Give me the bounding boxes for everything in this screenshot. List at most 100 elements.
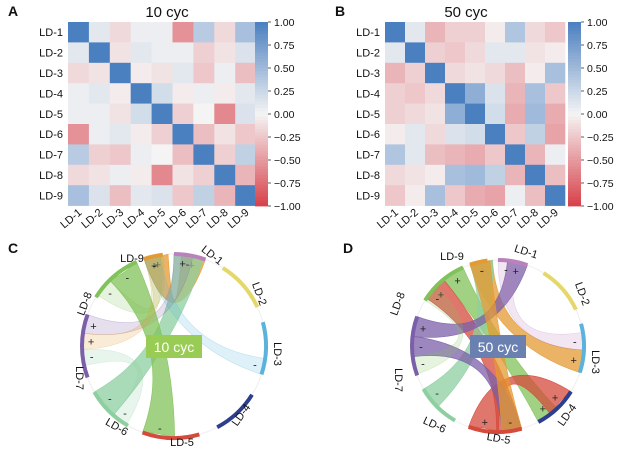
heatmap-10-cell (68, 103, 90, 125)
colorbar-50-tick-label: 1.00 (587, 17, 608, 29)
heatmap-50-cell (525, 144, 546, 166)
heatmap-10-cell (151, 62, 173, 84)
colorbar-10-band (255, 34, 268, 38)
chord-10-sign: - (152, 260, 156, 272)
panel-b-label: B (335, 3, 345, 19)
heatmap-50-cell (405, 124, 426, 145)
panel-b: B 50 cyc LD-1LD-1LD-2LD-2LD-3LD-3LD-4LD-… (335, 3, 614, 231)
colorbar-50-tick-label: 0.00 (587, 109, 608, 121)
colorbar-50-band (568, 22, 581, 26)
colorbar-10-tick-label: −0.25 (274, 132, 301, 144)
colorbar-10-band (255, 175, 268, 179)
colorbar-50-band (568, 83, 581, 87)
heatmap-10-cell (109, 22, 131, 43)
panel-d-label: D (343, 240, 353, 256)
colorbar-50-band (568, 117, 581, 121)
chord-50-node-arc (542, 271, 578, 311)
colorbar-50-band (568, 135, 581, 139)
heatmap-50-cell (445, 185, 466, 206)
heatmap-50-y-tick: LD-8 (356, 170, 380, 182)
heatmap-50-y-tick: LD-9 (356, 190, 380, 202)
panel-d: D ++++++++--++--------LD-1LD-2LD-3LD-4LD… (343, 240, 601, 447)
heatmap-10-cell (193, 42, 215, 64)
heatmap-10-cell (172, 62, 194, 84)
heatmap-10-cell (214, 164, 236, 186)
heatmap-50-cell (505, 22, 526, 43)
colorbar-10-band (255, 40, 268, 44)
colorbar-50-band (568, 25, 581, 29)
heatmap-50-cell (425, 103, 446, 125)
colorbar-10-band (255, 86, 268, 90)
heatmap-50-cell (465, 62, 486, 84)
chord-50-sign: + (454, 275, 460, 287)
heatmap-50-cell (505, 42, 526, 64)
colorbar-10-band (255, 163, 268, 167)
heatmap-10-cell (109, 62, 131, 84)
colorbar-50-band (568, 40, 581, 44)
heatmap-10-cell (109, 83, 131, 104)
heatmap-50-cell (505, 164, 526, 186)
chord-10-node-arc (92, 390, 130, 428)
heatmap-10-cell (235, 124, 257, 145)
colorbar-50-band (568, 163, 581, 167)
heatmap-50-cell (525, 83, 546, 104)
chord-10-sign: - (126, 272, 130, 284)
chord-10-sign: - (186, 259, 190, 271)
panel-c: C ++--++--++------LD-1LD-2LD-3LD-4LD-5LD… (8, 240, 283, 449)
colorbar-10-band (255, 46, 268, 50)
colorbar-50-band (568, 86, 581, 90)
chord-10-sign: + (88, 337, 94, 349)
heatmap-10-cell (214, 124, 236, 145)
colorbar-10-band (255, 169, 268, 173)
heatmap-50-cell (425, 62, 446, 84)
heatmap-10-cell (88, 164, 111, 186)
panel-c-label: C (8, 240, 18, 256)
heatmap-50-cell (465, 103, 486, 125)
heatmap-50-cell (425, 83, 446, 104)
heatmap-10-cell (68, 144, 90, 166)
colorbar-10-band (255, 92, 268, 96)
colorbar-10-band (255, 129, 268, 133)
heatmap-50-y-tick: LD-6 (356, 129, 380, 141)
heatmap-50-cell (465, 124, 486, 145)
colorbar-10-band (255, 202, 268, 207)
colorbar-50-band (568, 28, 581, 32)
heatmap-10-cell (193, 164, 215, 186)
heatmap-10-cell (235, 185, 257, 206)
heatmap-10-cell (151, 164, 173, 186)
heatmap-10-cell (88, 185, 111, 206)
colorbar-50-band (568, 178, 581, 182)
colorbar-10-tick-label: −0.50 (274, 155, 301, 167)
colorbar-50-band (568, 172, 581, 176)
heatmap-10-cell (88, 124, 111, 145)
colorbar-10-band (255, 22, 268, 26)
heatmap-10-cell (109, 124, 131, 145)
chord-10-sign: + (179, 258, 185, 270)
heatmap-10-cell (193, 124, 215, 145)
chord-50-sign: + (571, 355, 577, 367)
colorbar-10-band (255, 52, 268, 57)
heatmap-10-cell (214, 42, 236, 64)
heatmap-50-y-tick: LD-5 (356, 109, 380, 121)
heatmap-50-cell (465, 144, 486, 166)
heatmap-50-cell (505, 62, 526, 84)
heatmap-10-cell (193, 185, 215, 206)
heatmap-50-cell (465, 42, 486, 64)
heatmap-10-cell (130, 124, 152, 145)
chord-10-sign: - (253, 360, 257, 372)
colorbar-10-band (255, 193, 268, 198)
colorbar-10-band (255, 28, 268, 32)
chord-50-sign: - (504, 264, 508, 276)
colorbar-10-band (255, 144, 268, 149)
colorbar-10-band (255, 184, 268, 188)
chord-50-sign: - (508, 417, 512, 429)
colorbar-10-band (255, 172, 268, 176)
heatmap-50-cell (485, 185, 506, 206)
heatmap-50-x-tick: LD-8 (515, 207, 541, 232)
colorbar-10-band (255, 141, 268, 146)
heatmap-10-cell (235, 144, 257, 166)
heatmap-10-cell (214, 62, 236, 84)
colorbar-50-tick-label: −1.00 (587, 201, 614, 213)
heatmap-10-cell (151, 22, 173, 43)
